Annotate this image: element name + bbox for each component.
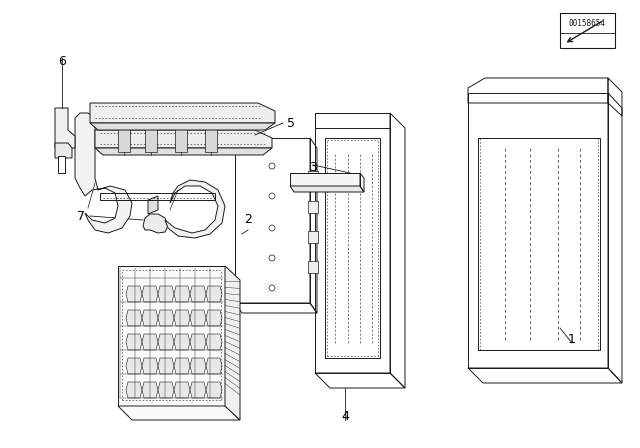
Text: 1: 1 bbox=[568, 333, 576, 346]
Polygon shape bbox=[158, 358, 174, 374]
Polygon shape bbox=[225, 266, 240, 420]
Circle shape bbox=[269, 163, 275, 169]
Circle shape bbox=[269, 255, 275, 261]
Text: 6: 6 bbox=[58, 55, 66, 68]
Polygon shape bbox=[175, 126, 187, 152]
Polygon shape bbox=[206, 358, 222, 374]
Polygon shape bbox=[190, 310, 206, 326]
Polygon shape bbox=[308, 201, 318, 213]
Polygon shape bbox=[308, 171, 318, 183]
Polygon shape bbox=[290, 173, 360, 186]
Circle shape bbox=[344, 177, 349, 182]
Polygon shape bbox=[142, 358, 158, 374]
Polygon shape bbox=[90, 103, 275, 123]
Polygon shape bbox=[205, 126, 217, 152]
Polygon shape bbox=[206, 310, 222, 326]
Polygon shape bbox=[174, 334, 190, 350]
Polygon shape bbox=[174, 286, 190, 302]
Polygon shape bbox=[158, 286, 174, 302]
Polygon shape bbox=[126, 358, 142, 374]
Polygon shape bbox=[190, 382, 206, 398]
Polygon shape bbox=[95, 130, 272, 148]
Circle shape bbox=[269, 285, 275, 291]
Polygon shape bbox=[158, 382, 174, 398]
Polygon shape bbox=[126, 382, 142, 398]
Polygon shape bbox=[190, 334, 206, 350]
Circle shape bbox=[319, 177, 324, 182]
Polygon shape bbox=[118, 406, 240, 420]
Polygon shape bbox=[90, 123, 275, 130]
Text: 3: 3 bbox=[309, 161, 317, 174]
Circle shape bbox=[351, 177, 356, 182]
Polygon shape bbox=[55, 143, 72, 158]
Text: 4: 4 bbox=[341, 410, 349, 423]
Polygon shape bbox=[165, 180, 225, 238]
Polygon shape bbox=[55, 108, 75, 148]
Polygon shape bbox=[290, 186, 364, 192]
Circle shape bbox=[303, 177, 308, 182]
Polygon shape bbox=[190, 358, 206, 374]
Polygon shape bbox=[58, 156, 65, 173]
Polygon shape bbox=[75, 113, 132, 233]
Polygon shape bbox=[126, 334, 142, 350]
Polygon shape bbox=[118, 126, 130, 152]
Polygon shape bbox=[142, 286, 158, 302]
Polygon shape bbox=[206, 286, 222, 302]
Polygon shape bbox=[148, 196, 158, 214]
Polygon shape bbox=[142, 310, 158, 326]
Polygon shape bbox=[158, 310, 174, 326]
Polygon shape bbox=[126, 310, 142, 326]
Text: 00158654: 00158654 bbox=[568, 19, 605, 28]
Circle shape bbox=[296, 177, 301, 182]
Polygon shape bbox=[142, 382, 158, 398]
Polygon shape bbox=[126, 286, 142, 302]
Circle shape bbox=[335, 177, 340, 182]
Polygon shape bbox=[174, 358, 190, 374]
Polygon shape bbox=[308, 231, 318, 243]
Polygon shape bbox=[190, 286, 206, 302]
Text: 5: 5 bbox=[287, 116, 295, 129]
Polygon shape bbox=[308, 261, 318, 273]
Polygon shape bbox=[142, 334, 158, 350]
Circle shape bbox=[269, 193, 275, 199]
Text: 7: 7 bbox=[77, 210, 85, 223]
Polygon shape bbox=[174, 382, 190, 398]
Circle shape bbox=[312, 177, 317, 182]
Polygon shape bbox=[206, 334, 222, 350]
Circle shape bbox=[328, 177, 333, 182]
Polygon shape bbox=[206, 382, 222, 398]
Text: 2: 2 bbox=[244, 213, 252, 226]
Polygon shape bbox=[158, 334, 174, 350]
Polygon shape bbox=[118, 266, 225, 406]
Polygon shape bbox=[95, 148, 272, 155]
Polygon shape bbox=[143, 214, 168, 233]
Circle shape bbox=[269, 225, 275, 231]
Polygon shape bbox=[174, 310, 190, 326]
Polygon shape bbox=[145, 126, 157, 152]
